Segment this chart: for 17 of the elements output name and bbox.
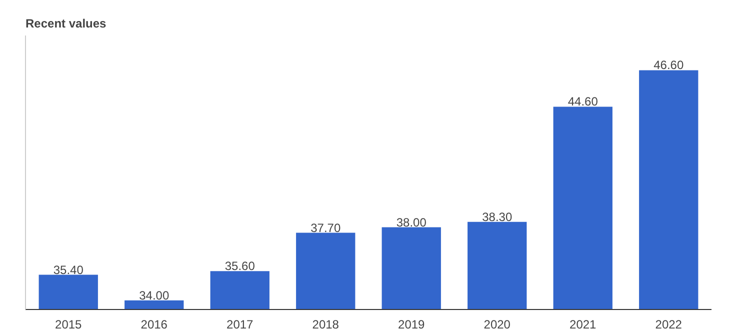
data-label: 37.70 — [310, 220, 341, 235]
x-tick-label: 2018 — [312, 318, 340, 331]
data-label: 44.60 — [568, 94, 598, 109]
data-label: 35.40 — [53, 262, 84, 277]
data-label: 38.30 — [482, 210, 512, 224]
data-label: 38.00 — [396, 215, 427, 230]
x-tick-label: 2016 — [140, 318, 168, 331]
x-tick-label: 2021 — [570, 318, 597, 331]
data-label: 35.60 — [224, 259, 256, 274]
x-tick-label: 2015 — [55, 318, 82, 331]
x-tick-label: 2017 — [226, 318, 254, 331]
x-tick-label: 2022 — [655, 318, 682, 331]
data-label: 34.00 — [139, 288, 170, 302]
x-tick-label: 2019 — [398, 318, 426, 331]
data-label: 46.60 — [654, 58, 684, 72]
x-tick-label: 2020 — [484, 318, 511, 331]
chart-title: Recent values — [26, 16, 107, 30]
